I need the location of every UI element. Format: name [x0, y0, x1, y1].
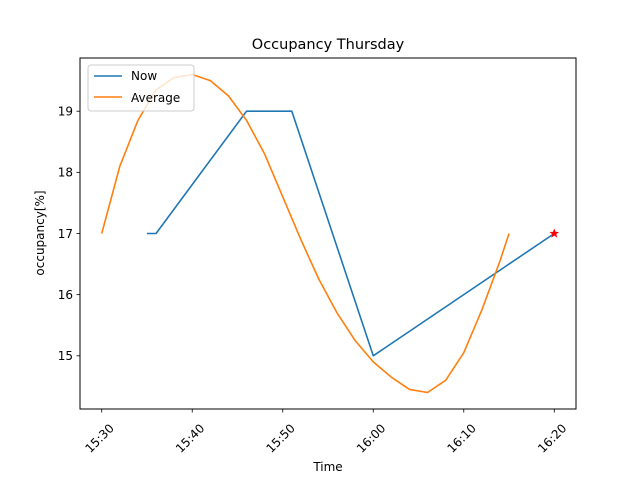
x-axis-ticks: 15:30 15:40 15:50 16:00 16:10 16:20 — [82, 409, 569, 456]
legend: Now Average — [87, 64, 195, 112]
x-tick-label: 15:30 — [82, 421, 116, 455]
x-tick-label: 16:00 — [354, 421, 388, 455]
x-tick-label: 15:40 — [173, 421, 207, 455]
chart-title: Occupancy Thursday — [252, 37, 405, 53]
y-tick-label: 15 — [58, 349, 73, 363]
legend-label-now: Now — [131, 69, 157, 83]
x-tick-label: 15:50 — [264, 421, 298, 455]
series-line-average — [100, 73, 510, 394]
current-value-star-marker — [549, 228, 560, 238]
y-tick-label: 18 — [58, 166, 73, 180]
x-tick-label: 16:10 — [445, 421, 479, 455]
legend-label-average: Average — [131, 91, 180, 105]
y-tick-label: 16 — [58, 288, 73, 302]
y-axis-label: occupancy[%] — [33, 190, 47, 275]
x-axis-label: Time — [312, 460, 342, 474]
series-line-now — [146, 110, 555, 357]
plot-content — [100, 73, 560, 394]
x-tick-label: 16:20 — [535, 421, 569, 455]
y-tick-label: 19 — [58, 105, 73, 119]
y-axis-ticks: 15 16 17 18 19 — [58, 105, 80, 363]
y-tick-label: 17 — [58, 227, 73, 241]
